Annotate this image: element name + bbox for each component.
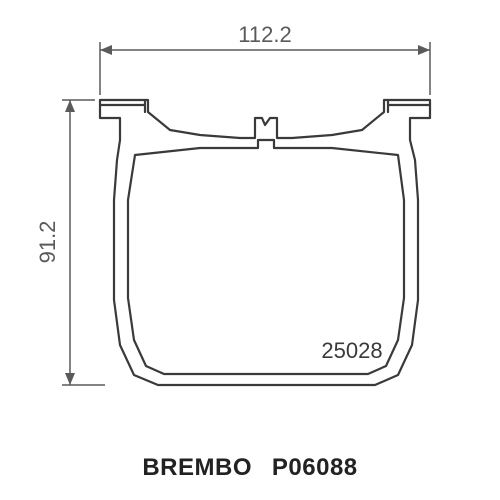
model-number: P06088 [272, 454, 358, 481]
height-dimension [62, 100, 105, 385]
product-label: BREMBO P06088 [0, 454, 500, 482]
width-dimension [100, 42, 430, 95]
width-dimension-value: 112.2 [238, 22, 291, 47]
brand-name: BREMBO [142, 454, 252, 481]
drawing-canvas: 112.2 91.2 25028 BREMBO P06088 [0, 0, 500, 500]
technical-drawing-svg: 112.2 91.2 25028 [0, 0, 500, 500]
pad-part-number: 25028 [321, 338, 382, 363]
height-dimension-value: 91.2 [35, 221, 60, 264]
